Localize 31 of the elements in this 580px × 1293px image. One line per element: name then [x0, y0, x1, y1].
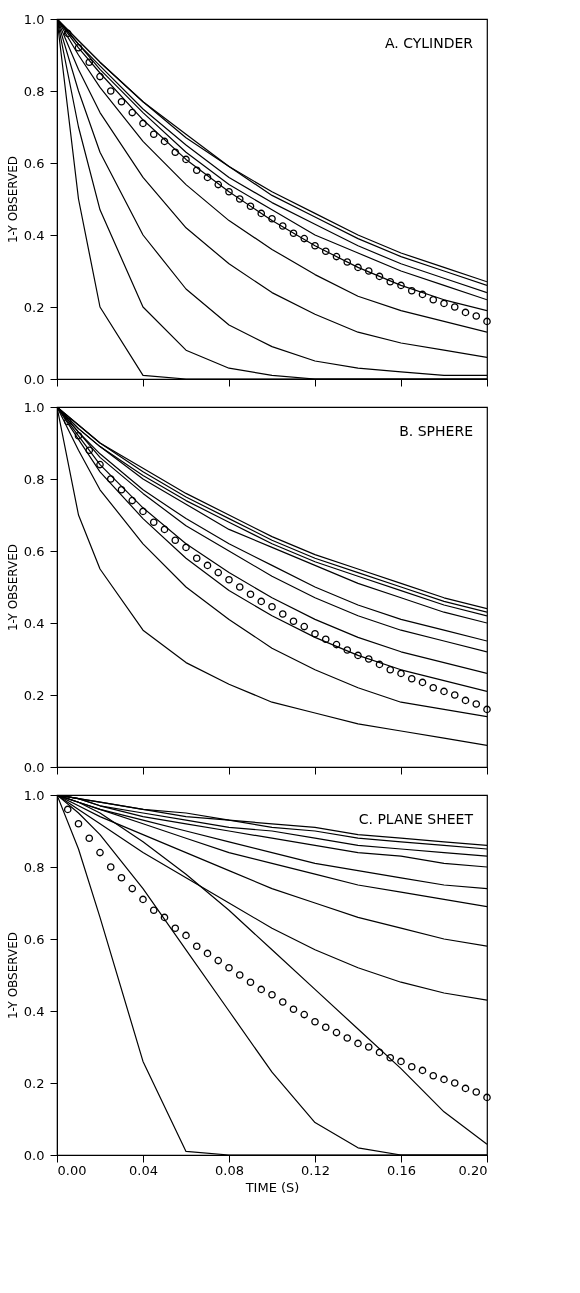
y-tick-label: 0.6 [23, 543, 45, 559]
y-axis-title: 1-Y OBSERVED [5, 155, 20, 244]
y-tick-label: 0.0 [23, 371, 45, 387]
y-tick-label: 0.6 [23, 931, 45, 947]
y-tick-label: 0.2 [23, 1075, 45, 1091]
y-tick-label: 0.4 [23, 227, 45, 243]
y-tick-label: 0.4 [23, 615, 45, 631]
annotation: C. PLANE SHEET [358, 811, 474, 827]
x-tick-label: 0.08 [215, 1162, 244, 1178]
y-tick-label: 1.0 [23, 399, 45, 415]
x-tick-label: 0.04 [129, 1162, 158, 1178]
x-tick-label: 0.20 [458, 1162, 488, 1178]
y-tick-label: 0.0 [23, 759, 45, 775]
x-tick-label: 0.12 [301, 1162, 330, 1178]
annotation: B. SPHERE [399, 423, 473, 439]
y-tick-label: 1.0 [23, 11, 45, 27]
y-axis-title: 1-Y OBSERVED [5, 931, 20, 1020]
y-tick-label: 0.6 [23, 155, 45, 171]
x-tick-label: 0.16 [387, 1162, 416, 1178]
y-tick-label: 0.0 [23, 1147, 45, 1163]
y-axis-title: 1-Y OBSERVED [5, 543, 20, 632]
y-tick-label: 0.4 [23, 1003, 45, 1019]
y-tick-label: 0.8 [23, 83, 45, 99]
y-tick-label: 0.2 [23, 299, 45, 315]
annotation: A. CYLINDER [384, 35, 474, 51]
y-tick-label: 1.0 [23, 787, 45, 803]
y-tick-label: 0.8 [23, 471, 45, 487]
x-axis-title: TIME (S) [244, 1179, 300, 1195]
y-tick-label: 0.8 [23, 859, 45, 875]
y-tick-label: 0.2 [23, 687, 45, 703]
x-tick-label: 0.00 [57, 1162, 87, 1178]
